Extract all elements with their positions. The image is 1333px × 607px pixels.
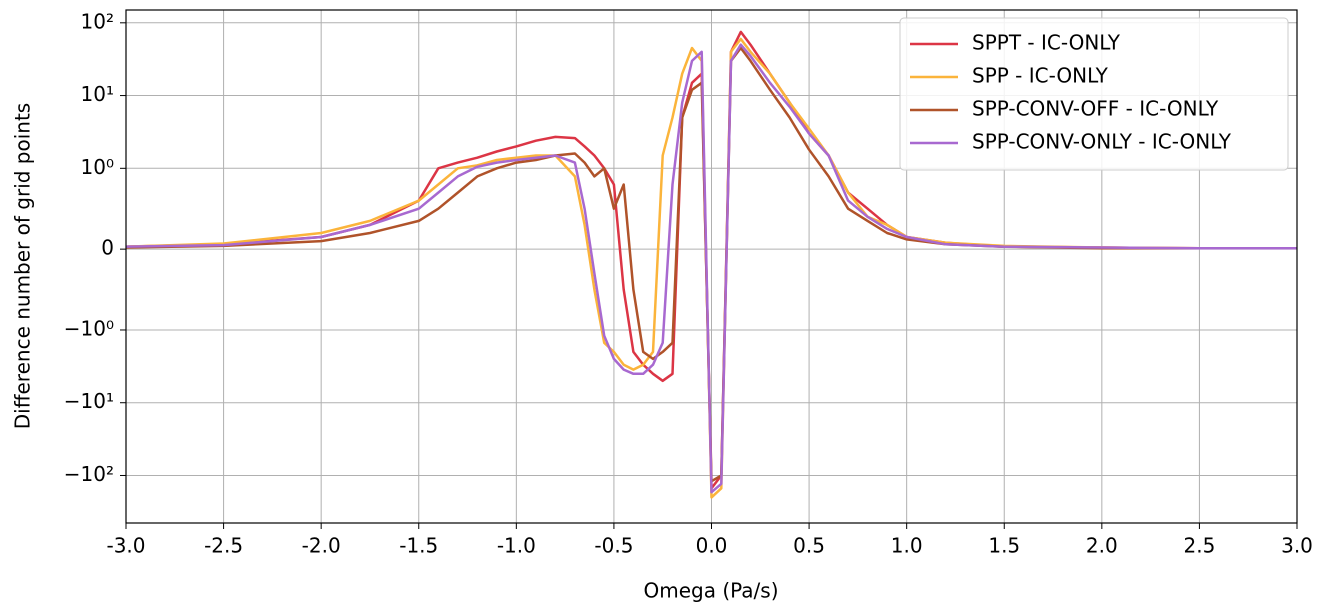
ticks: -3.0 -2.5 -2.0 -1.5 -1.0 -0.5 0.0 0.5 1.0 1.5 2.0 2… xyxy=(64,9,1313,557)
x-axis-label: Omega (Pa/s) xyxy=(643,579,778,603)
x-tick-label: 3.0 xyxy=(1281,534,1313,558)
y-tick-label: 10¹ xyxy=(81,82,114,106)
y-tick-label: 0 xyxy=(101,236,114,260)
y-tick-label: −10² xyxy=(64,462,114,486)
x-tick-label: 2.0 xyxy=(1086,534,1118,558)
x-tick-label: -3.0 xyxy=(106,534,145,558)
y-tick-label: −10⁰ xyxy=(64,316,114,340)
y-tick-label: 10⁰ xyxy=(81,155,114,179)
x-tick-label: -1.0 xyxy=(497,534,536,558)
x-tick-label: 2.5 xyxy=(1184,534,1216,558)
x-tick-label: 1.5 xyxy=(988,534,1020,558)
y-tick-label: −10¹ xyxy=(64,389,114,413)
x-tick-label: 0.0 xyxy=(696,534,728,558)
legend-box xyxy=(899,17,1289,171)
series-line xyxy=(125,46,1297,483)
x-tick-label: -2.0 xyxy=(302,534,341,558)
legend-label: SPP-CONV-ONLY - IC-ONLY xyxy=(972,130,1232,154)
series-line xyxy=(125,30,1297,490)
legend-label: SPPT - IC-ONLY xyxy=(972,31,1121,55)
x-tick-label: 1.0 xyxy=(891,534,923,558)
x-tick-label: -2.5 xyxy=(204,534,243,558)
y-axis-label: Difference number of grid points xyxy=(11,103,35,429)
legend: SPPT - IC-ONLY SPP - IC-ONLY SPP-CONV-OFF … xyxy=(899,17,1289,171)
legend-label: SPP - IC-ONLY xyxy=(972,64,1109,88)
series-line xyxy=(125,43,1297,494)
y-tick-label: 10² xyxy=(81,9,114,33)
x-tick-label: 0.5 xyxy=(793,534,825,558)
x-tick-label: -0.5 xyxy=(594,534,633,558)
x-tick-label: -1.5 xyxy=(399,534,438,558)
legend-label: SPP-CONV-OFF - IC-ONLY xyxy=(972,97,1219,121)
plot-lines xyxy=(125,30,1297,499)
